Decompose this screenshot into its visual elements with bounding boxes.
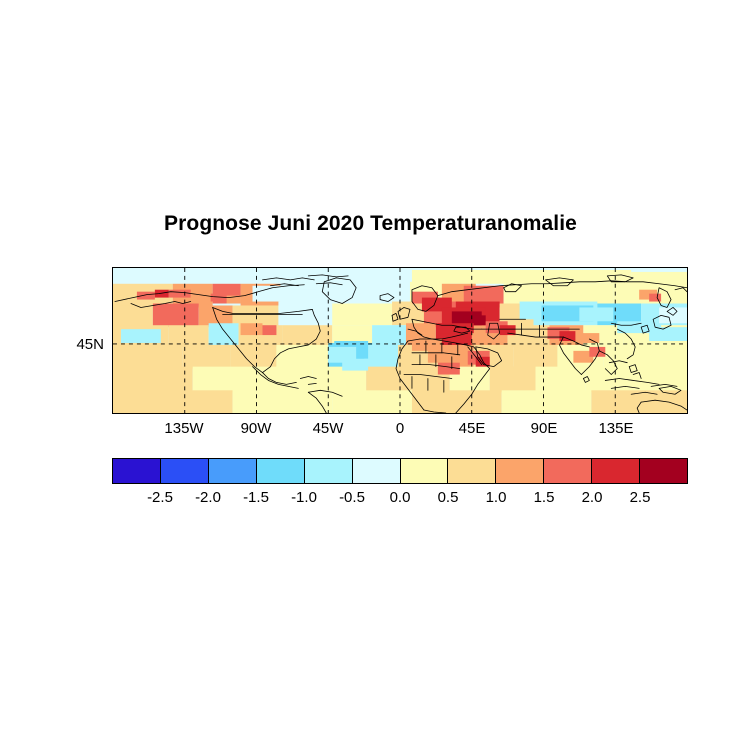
xtick-135w: 135W <box>164 420 204 437</box>
colorbar-swatch-4 <box>304 459 353 483</box>
colorbar-swatch-11 <box>640 459 688 483</box>
colorbar-swatch-8 <box>496 459 545 483</box>
xtick-0: 0 <box>395 420 405 437</box>
xtick-90e: 90E <box>530 420 558 437</box>
cbtick-1.5: 1.5 <box>533 489 555 506</box>
cbtick--2.0: -2.0 <box>195 489 221 506</box>
page-title: Prognose Juni 2020 Temperaturanomalie <box>164 212 577 235</box>
cbtick--2.5: -2.5 <box>147 489 173 506</box>
cbtick--0.5: -0.5 <box>339 489 365 506</box>
cbtick-2.5: 2.5 <box>629 489 651 506</box>
colorbar-swatch-6 <box>400 459 449 483</box>
xtick-45w: 45W <box>312 420 344 437</box>
colorbar-swatch-0 <box>113 459 161 483</box>
colorbar-swatch-10 <box>592 459 641 483</box>
temperature-anomaly-raster <box>113 268 687 413</box>
xtick-90w: 90W <box>240 420 272 437</box>
cbtick--1.0: -1.0 <box>291 489 317 506</box>
cbtick-0.0: 0.0 <box>389 489 411 506</box>
colorbar-swatch-5 <box>352 459 401 483</box>
cbtick-0.5: 0.5 <box>437 489 459 506</box>
colorbar <box>112 458 688 484</box>
colorbar-swatch-2 <box>208 459 257 483</box>
cbtick-1.0: 1.0 <box>485 489 507 506</box>
colorbar-swatch-7 <box>448 459 497 483</box>
ytick-45n: 45N <box>76 336 104 353</box>
cbtick--1.5: -1.5 <box>243 489 269 506</box>
map-panel <box>112 267 688 414</box>
cbtick-2.0: 2.0 <box>581 489 603 506</box>
xtick-45e: 45E <box>458 420 486 437</box>
xtick-135e: 135E <box>598 420 634 437</box>
colorbar-swatch-3 <box>256 459 305 483</box>
colorbar-swatch-9 <box>544 459 593 483</box>
colorbar-swatch-1 <box>160 459 209 483</box>
